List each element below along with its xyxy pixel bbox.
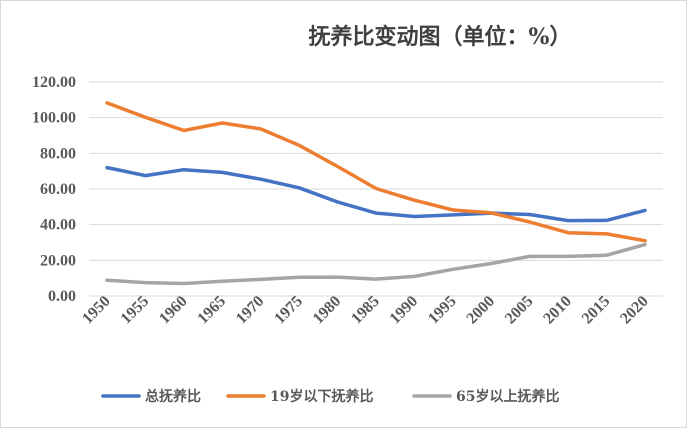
x-tick-label: 2010 <box>540 293 575 328</box>
y-tick-label: 60.00 <box>40 181 76 198</box>
y-tick-label: 100.00 <box>32 110 76 127</box>
x-axis-ticks: 1950 1955 1960 1965 1970 1975 1980 1985 1990 1995… <box>79 293 652 328</box>
x-tick-label: 1995 <box>425 293 460 328</box>
legend: 总抚养比 19岁以下抚养比 65岁以上抚养比 <box>101 388 559 405</box>
y-tick-label: 40.00 <box>40 217 76 234</box>
x-tick-label: 1955 <box>118 293 153 328</box>
x-tick-label: 1975 <box>271 293 306 328</box>
x-tick-label: 2015 <box>579 293 614 328</box>
x-tick-label: 2005 <box>502 293 537 328</box>
x-tick-label: 1950 <box>79 293 114 328</box>
x-tick-label: 1980 <box>310 293 345 328</box>
x-tick-label: 1985 <box>348 293 383 328</box>
x-tick-label: 2000 <box>463 293 498 328</box>
series-line-2 <box>105 242 647 286</box>
y-tick-label: 0.00 <box>48 288 76 305</box>
y-axis-ticks: 0.00 20.00 40.00 60.00 80.00 100.00 120.00 <box>32 74 76 305</box>
series-line-0 <box>105 165 647 223</box>
x-tick-label: 2020 <box>617 293 652 328</box>
y-tick-label: 120.00 <box>32 74 76 91</box>
y-tick-label: 20.00 <box>40 252 76 269</box>
series-lines <box>105 101 647 286</box>
gridlines <box>89 81 663 297</box>
y-tick-label: 80.00 <box>40 145 76 162</box>
x-tick-label: 1960 <box>156 293 191 328</box>
chart-title: 抚养比变动图（单位：%） <box>309 24 572 50</box>
x-tick-label: 1965 <box>194 293 229 328</box>
x-tick-label: 1970 <box>233 293 268 328</box>
legend-label: 19岁以下抚养比 <box>270 388 373 405</box>
x-tick-label: 1990 <box>387 293 422 328</box>
legend-label: 总抚养比 <box>145 388 201 405</box>
legend-label: 65岁以上抚养比 <box>456 388 559 405</box>
